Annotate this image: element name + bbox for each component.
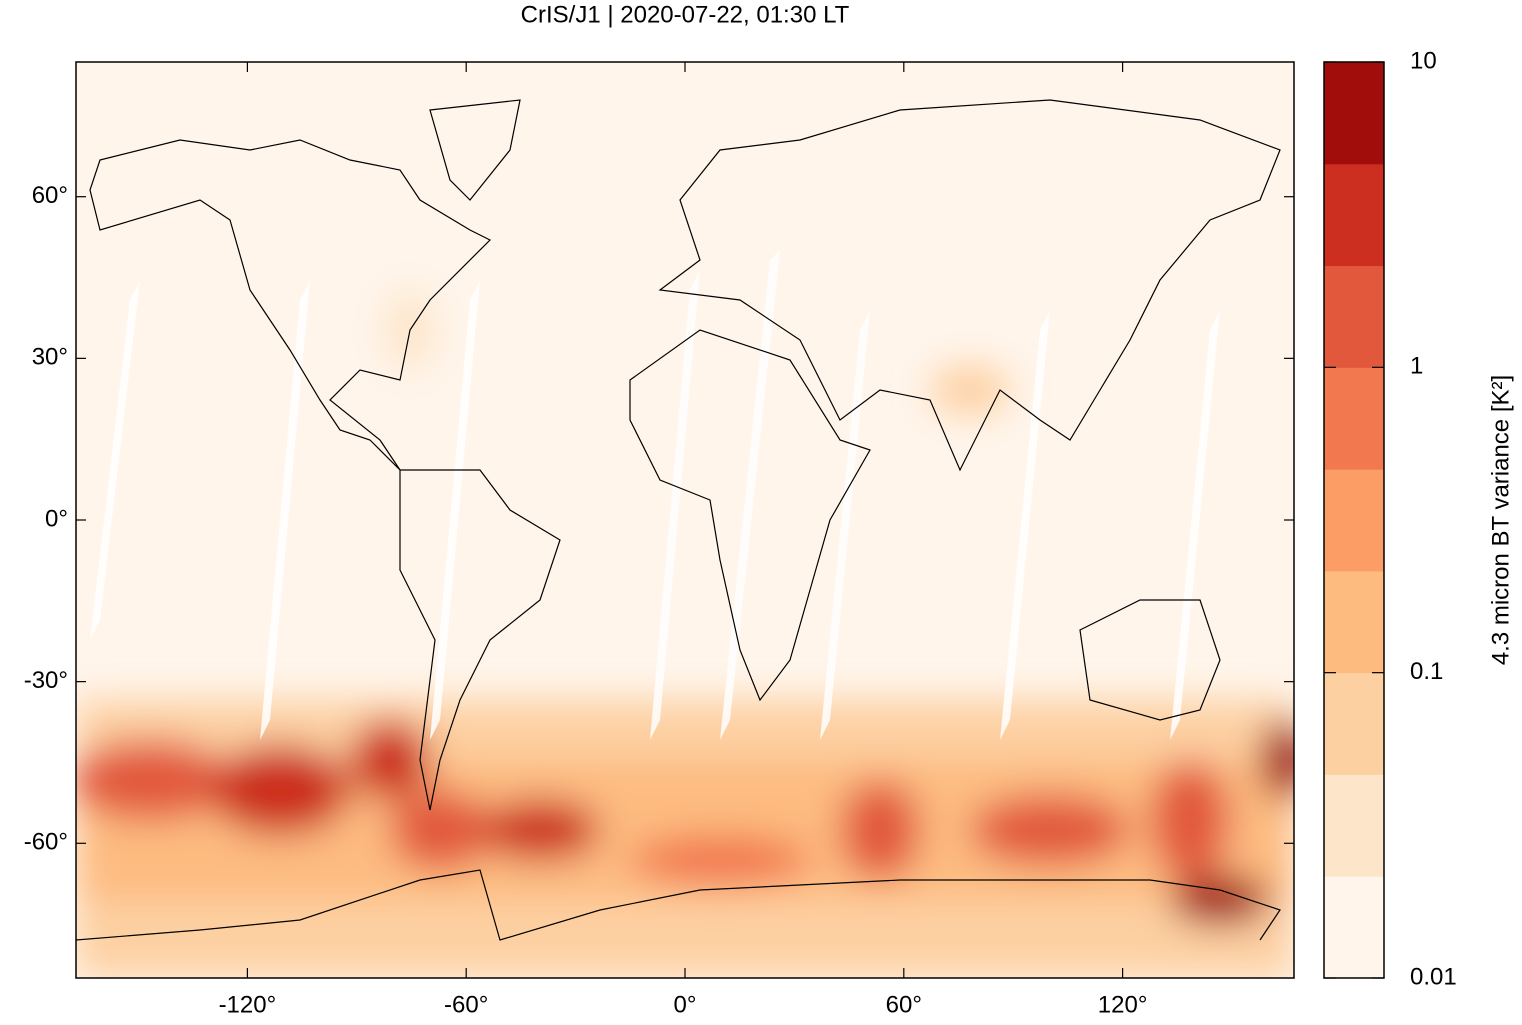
colorbar-band (1324, 570, 1384, 674)
y-tick-label: -60° (24, 829, 68, 856)
colorbar-tick-label: 1 (1410, 353, 1423, 380)
colorbar-band (1324, 367, 1384, 470)
x-tick-label: 120° (1098, 991, 1148, 1018)
colorbar-tick-label: 10 (1410, 47, 1437, 74)
colorbar-band (1324, 774, 1384, 877)
variance-field (76, 290, 1294, 978)
x-tick-label: -120° (219, 991, 277, 1018)
colorbar-band (1324, 265, 1384, 368)
map-area (76, 62, 1294, 978)
y-tick-label: 60° (32, 182, 68, 209)
y-tick-label: 0° (45, 505, 68, 532)
y-tick-label: 30° (32, 344, 68, 371)
x-tick-label: -60° (444, 991, 488, 1018)
colorbar-tick-label: 0.01 (1410, 963, 1457, 990)
colorbar-band (1324, 672, 1384, 775)
colorbar-tick-label: 0.1 (1410, 658, 1443, 685)
colorbar-band (1324, 876, 1384, 979)
colorbar-band (1324, 469, 1384, 572)
coastlines (76, 99, 1281, 941)
y-tick-label: -30° (24, 667, 68, 694)
x-tick-label: 0° (674, 991, 697, 1018)
x-tick-label: 60° (886, 991, 922, 1018)
colorbar-band (1324, 163, 1384, 267)
colorbar-band (1324, 62, 1384, 165)
colorbar-frame (1323, 61, 1385, 979)
colorbar-label: 4.3 micron BT variance [K²] (1487, 375, 1514, 665)
chart-title: CrIS/J1 | 2020-07-22, 01:30 LT (521, 1, 850, 28)
